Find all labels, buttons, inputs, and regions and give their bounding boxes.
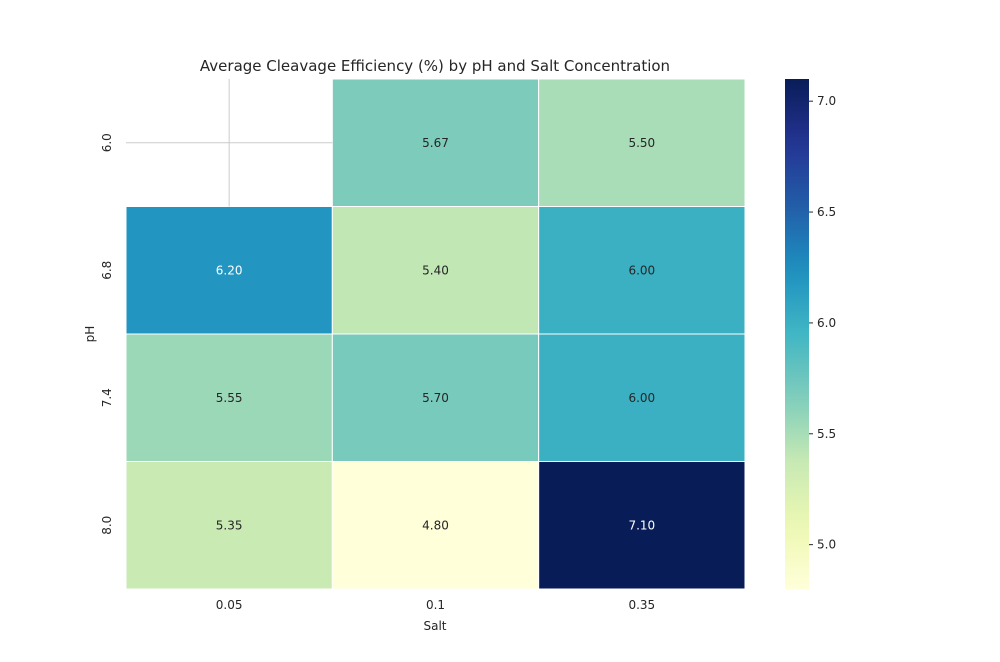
heatmap-cell <box>331 333 540 462</box>
y-tick-label: 7.4 <box>100 388 114 407</box>
cell-value-label: 5.55 <box>216 391 243 405</box>
cell-value-label: 7.10 <box>628 518 655 532</box>
heatmap-cell <box>125 461 333 590</box>
x-axis-ticks: 0.05 0.1 0.35 <box>216 598 655 612</box>
colorbar-tick-label: 7.0 <box>817 94 836 108</box>
cell-value-label: 6.00 <box>628 391 655 405</box>
cell-value-label: 5.50 <box>628 136 655 150</box>
cell-value-label: 5.40 <box>422 263 449 277</box>
cell-value-label: 6.00 <box>628 263 655 277</box>
cell-value-label: 5.67 <box>422 136 449 150</box>
heatmap-cell <box>125 333 333 462</box>
colorbar-tick-label: 6.5 <box>817 205 836 219</box>
x-axis-label: Salt <box>423 619 446 633</box>
colorbar-tick-label: 6.0 <box>817 316 836 330</box>
x-tick-label: 0.35 <box>628 598 655 612</box>
cell-value-label: 4.80 <box>422 518 449 532</box>
cell-value-labels: 5.67 5.50 6.20 5.40 6.00 5.55 5.70 6.00 5.35 4.80… <box>216 136 655 533</box>
y-axis-label: pH <box>83 326 97 343</box>
y-axis-ticks: 6.0 6.8 7.4 8.0 <box>100 133 114 535</box>
cell-value-label: 5.70 <box>422 391 449 405</box>
y-tick-label: 8.0 <box>100 516 114 535</box>
colorbar-tick-label: 5.0 <box>817 538 836 552</box>
x-tick-label: 0.05 <box>216 598 243 612</box>
cell-value-label: 5.35 <box>216 518 243 532</box>
missing-cell-grid <box>126 79 333 207</box>
cell-value-label: 6.20 <box>216 263 243 277</box>
heatmap-cells <box>125 78 746 590</box>
colorbar-tick-label: 5.5 <box>817 427 836 441</box>
heatmap-cell <box>538 206 746 335</box>
heatmap-cell <box>538 461 746 590</box>
y-tick-label: 6.0 <box>100 133 114 152</box>
chart-title: Average Cleavage Efficiency (%) by pH an… <box>200 57 670 75</box>
colorbar <box>785 79 809 589</box>
heatmap-cell <box>331 206 540 335</box>
heatmap-cell <box>538 333 746 462</box>
heatmap-cell <box>331 78 540 207</box>
x-tick-label: 0.1 <box>426 598 445 612</box>
heatmap-cell <box>331 461 540 590</box>
y-tick-label: 6.8 <box>100 261 114 280</box>
heatmap-cell <box>538 78 746 207</box>
colorbar-ticks: 5.0 5.5 6.0 6.5 7.0 <box>809 94 836 552</box>
